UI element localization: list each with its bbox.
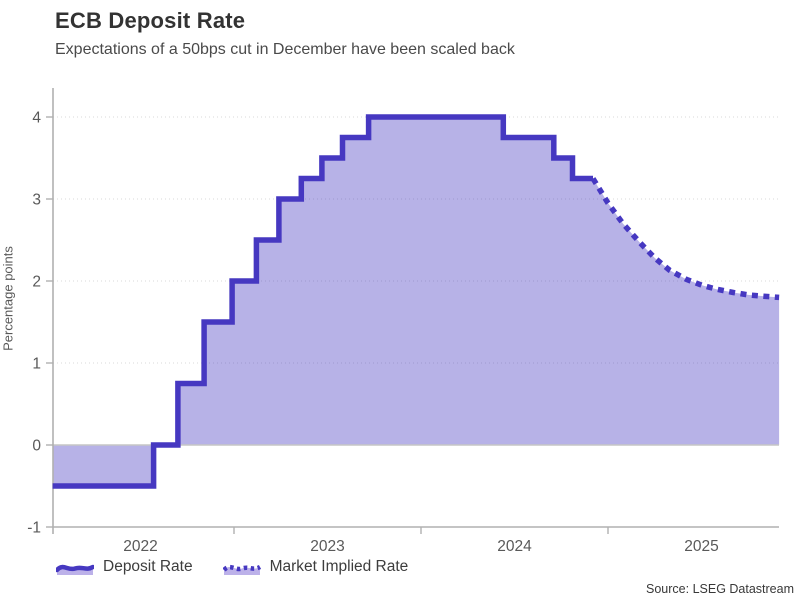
x-tick-label: 2023 <box>310 538 344 555</box>
page-title: ECB Deposit Rate <box>55 8 246 33</box>
source-credit: Source: LSEG Datastream <box>646 582 794 596</box>
y-tick-label: -1 <box>27 520 41 537</box>
x-tick-label: 2024 <box>497 538 532 555</box>
market-implied-rate-line <box>590 177 780 301</box>
y-tick-label: 4 <box>32 110 41 127</box>
solid-area-line-icon <box>56 564 94 575</box>
y-tick-label: 3 <box>32 192 41 209</box>
legend-label-market-implied-rate: Market Implied Rate <box>269 558 409 575</box>
area-fill <box>52 117 780 486</box>
y-tick-label: 0 <box>32 438 41 455</box>
legend-label-deposit-rate: Deposit Rate <box>103 558 193 575</box>
deposit-rate-line <box>52 114 593 489</box>
y-tick-label: 2 <box>32 274 41 291</box>
chart-subtitle: Expectations of a 50bps cut in December … <box>55 41 515 58</box>
x-tick-label: 2025 <box>684 538 718 555</box>
legend-item-market-implied-rate: Market Implied Rate <box>222 558 409 576</box>
legend-item-deposit-rate: Deposit Rate <box>56 558 193 576</box>
y-tick-label: 1 <box>32 356 41 373</box>
dotted-area-line-icon <box>222 564 261 575</box>
x-tick-label: 2022 <box>123 538 157 555</box>
legend: Deposit Rate Market Implied Rate <box>56 558 408 576</box>
